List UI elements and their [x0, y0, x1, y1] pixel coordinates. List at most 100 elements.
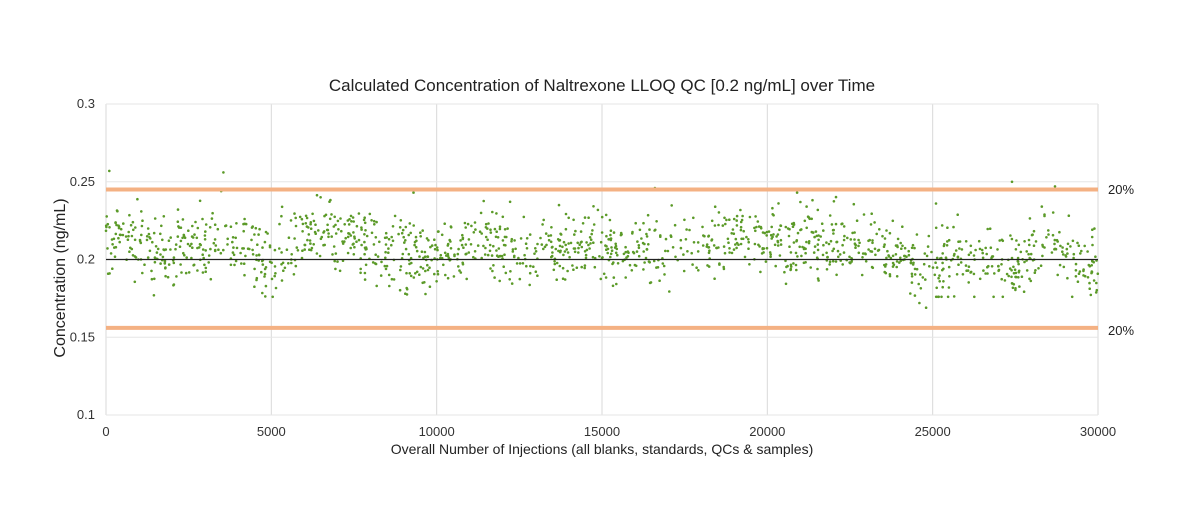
data-point [112, 237, 116, 241]
data-point [263, 267, 267, 271]
data-point [735, 214, 739, 218]
data-point [528, 271, 532, 275]
data-point [981, 251, 984, 255]
data-point [183, 236, 187, 240]
data-points [104, 169, 1100, 310]
data-point [508, 278, 512, 281]
data-point [1017, 269, 1021, 273]
data-point [488, 243, 492, 247]
data-point [1041, 245, 1045, 248]
data-point [175, 275, 178, 278]
data-point [264, 284, 268, 288]
data-point [1010, 256, 1014, 260]
data-point [486, 238, 489, 241]
data-point [621, 259, 625, 263]
data-point [1076, 241, 1079, 245]
data-point [1095, 281, 1098, 285]
data-point [816, 243, 820, 246]
data-point [592, 205, 595, 208]
data-point [569, 241, 573, 245]
data-point [830, 223, 834, 226]
data-point [934, 261, 937, 265]
upper-limit-label: 20% [1108, 182, 1135, 197]
data-point [734, 237, 738, 241]
data-point [765, 246, 769, 250]
data-point [934, 202, 938, 205]
data-point [593, 265, 597, 269]
data-point [231, 236, 235, 239]
data-point [208, 226, 212, 229]
data-point [805, 240, 808, 244]
data-point [977, 239, 981, 243]
data-point [1064, 255, 1068, 258]
data-point [892, 263, 896, 267]
data-point [739, 228, 743, 232]
data-point [923, 252, 927, 255]
data-point [529, 264, 532, 268]
data-point [364, 263, 368, 267]
data-point [159, 232, 162, 236]
data-point [948, 275, 951, 278]
data-point [1058, 263, 1062, 267]
data-point [926, 245, 930, 248]
data-point [638, 228, 642, 232]
data-point [344, 236, 348, 240]
data-point [473, 250, 477, 253]
data-point [465, 277, 469, 281]
x-tick-label: 5000 [257, 424, 286, 439]
data-point [861, 252, 865, 255]
data-point [624, 276, 627, 279]
data-point [957, 240, 960, 243]
data-point [697, 269, 700, 272]
data-point [151, 240, 154, 244]
data-point [625, 256, 628, 259]
data-point [1074, 262, 1078, 266]
data-point [492, 244, 495, 248]
data-point [172, 256, 176, 259]
data-point [332, 225, 336, 228]
data-point [924, 306, 928, 310]
data-point [811, 198, 814, 202]
data-point [912, 261, 915, 265]
data-point [721, 224, 725, 227]
data-point [935, 266, 939, 269]
data-point [257, 253, 261, 257]
data-point [726, 237, 730, 241]
data-point [690, 251, 693, 255]
data-point [439, 253, 443, 257]
data-point [947, 265, 951, 269]
data-point [734, 243, 737, 246]
data-point [609, 233, 612, 237]
data-point [209, 277, 213, 281]
data-point [239, 251, 242, 255]
data-point [339, 217, 342, 220]
data-point [605, 234, 608, 238]
data-point [772, 233, 775, 236]
data-point [550, 255, 553, 259]
data-point [444, 273, 447, 277]
data-point [484, 222, 488, 226]
data-point [933, 273, 937, 277]
data-point [624, 250, 627, 254]
data-point [544, 232, 548, 235]
data-point [779, 243, 783, 246]
data-point [114, 221, 117, 224]
data-point [722, 265, 725, 269]
data-point [609, 252, 613, 256]
data-point [885, 256, 888, 260]
data-point [737, 243, 740, 246]
data-point [1056, 273, 1059, 277]
data-point [253, 267, 256, 271]
data-point [458, 269, 461, 272]
data-point [735, 246, 738, 250]
data-point [436, 270, 440, 273]
data-point [757, 243, 760, 247]
data-point [201, 217, 204, 221]
data-point [140, 224, 144, 228]
data-point [684, 238, 688, 241]
data-point [942, 280, 945, 283]
data-point [390, 243, 393, 247]
data-point [705, 243, 709, 246]
data-point [254, 226, 258, 230]
data-point [449, 225, 453, 228]
